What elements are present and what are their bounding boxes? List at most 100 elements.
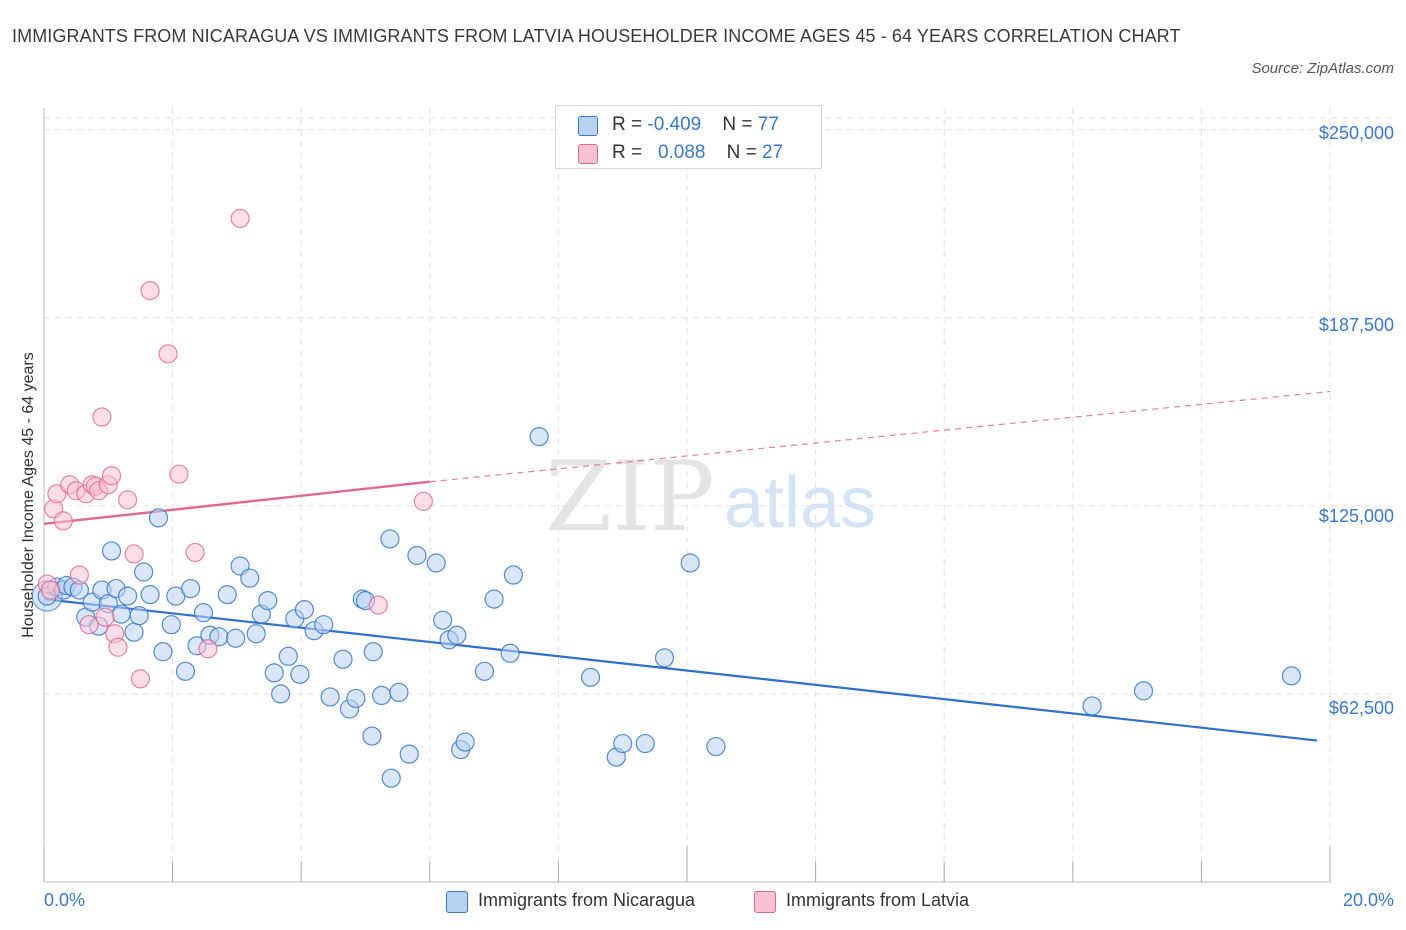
data-point-latvia <box>130 669 151 689</box>
data-point-nicaragua <box>1281 666 1302 686</box>
legend-series: Immigrants from Nicaragua Immigrants fro… <box>0 888 1406 918</box>
data-point-nicaragua <box>290 664 310 684</box>
x-tick-label-max: 20.0% <box>1342 890 1394 910</box>
data-point-latvia <box>53 511 73 531</box>
axes <box>43 108 1331 883</box>
data-point-nicaragua <box>371 685 392 706</box>
data-point-nicaragua <box>314 615 334 635</box>
data-point-nicaragua <box>134 562 154 582</box>
data-point-nicaragua <box>175 661 196 681</box>
data-point-nicaragua <box>380 529 400 549</box>
data-point-nicaragua <box>654 648 675 668</box>
data-point-nicaragua <box>580 667 601 687</box>
data-point-nicaragua <box>278 646 298 666</box>
legend-n-label: N = <box>722 114 758 135</box>
data-point-nicaragua <box>217 584 237 605</box>
data-point-nicaragua <box>101 541 122 561</box>
legend-r-label: R = <box>612 142 648 163</box>
data-point-latvia <box>69 565 89 585</box>
data-point-nicaragua <box>193 603 214 623</box>
data-point-nicaragua <box>264 663 284 683</box>
data-point-latvia <box>95 607 115 627</box>
watermark-atlas: atlas <box>724 463 876 543</box>
data-point-latvia <box>140 281 160 301</box>
data-point-latvia <box>413 491 433 511</box>
data-point-nicaragua <box>529 426 549 447</box>
data-point-nicaragua <box>129 606 149 626</box>
data-point-nicaragua <box>407 545 427 566</box>
data-point-nicaragua <box>346 688 366 709</box>
data-point-nicaragua <box>226 628 246 648</box>
data-point-latvia <box>92 407 112 427</box>
watermark-zip: ZIP <box>545 441 714 553</box>
trend-line-latvia-extension <box>429 390 1331 483</box>
data-point-nicaragua <box>153 642 173 662</box>
data-point-nicaragua <box>294 600 315 620</box>
data-point-latvia <box>101 466 122 486</box>
data-point-nicaragua <box>474 661 495 681</box>
data-point-nicaragua <box>613 733 633 754</box>
y-tick-label: $250,000 <box>1318 123 1394 143</box>
y-tick-label: $125,000 <box>1318 506 1394 526</box>
watermark: ZIP atlas <box>545 441 876 553</box>
y-tick-label: $62,500 <box>1328 698 1394 718</box>
data-point-nicaragua <box>258 591 278 611</box>
data-point-nicaragua <box>117 586 138 606</box>
data-point-nicaragua <box>426 553 446 573</box>
data-point-nicaragua <box>363 642 383 662</box>
trend-lines <box>43 390 1331 742</box>
data-point-nicaragua <box>111 604 131 624</box>
data-point-nicaragua <box>1133 681 1154 701</box>
legend-swatch-nicaragua <box>446 891 468 913</box>
legend-swatch-latvia <box>578 144 598 164</box>
data-point-nicaragua <box>362 726 382 746</box>
data-point-latvia <box>108 637 128 657</box>
chart-title: IMMIGRANTS FROM NICARAGUA VS IMMIGRANTS … <box>12 26 1181 46</box>
data-point-latvia <box>230 208 250 228</box>
data-point-nicaragua <box>124 622 144 642</box>
data-point-latvia <box>169 464 189 484</box>
data-point-nicaragua <box>140 584 160 605</box>
legend-swatch-nicaragua <box>578 116 598 136</box>
data-point-nicaragua <box>148 508 169 528</box>
legend-stats: R = -0.409 N = 77 R = 0.088 N = 27 <box>555 105 822 169</box>
x-tick-label-min: 0.0% <box>44 890 86 910</box>
legend-r-value-latvia: 0.088 <box>657 142 706 163</box>
data-point-nicaragua <box>503 565 523 585</box>
legend-swatch-latvia <box>754 891 776 913</box>
data-point-latvia <box>368 595 388 615</box>
legend-n-value-nicaragua: 77 <box>757 114 779 135</box>
data-point-nicaragua <box>240 568 260 588</box>
legend-r-value-nicaragua: -0.409 <box>647 114 702 135</box>
legend-label-latvia: Immigrants from Latvia <box>786 890 970 910</box>
data-point-latvia <box>124 544 144 564</box>
data-point-latvia <box>158 344 178 364</box>
data-point-nicaragua <box>500 643 520 663</box>
data-point-nicaragua <box>706 736 726 757</box>
data-point-nicaragua <box>433 610 453 630</box>
data-point-latvia <box>198 639 218 659</box>
data-point-nicaragua <box>389 682 409 703</box>
data-point-nicaragua <box>161 615 181 635</box>
data-point-nicaragua <box>246 624 266 644</box>
data-point-nicaragua <box>680 553 700 573</box>
trend-line-nicaragua <box>43 598 1318 742</box>
trend-line-latvia <box>43 480 430 526</box>
y-tick-label: $187,500 <box>1318 315 1394 335</box>
data-point-nicaragua <box>455 732 475 752</box>
data-point-latvia <box>79 615 99 635</box>
data-point-nicaragua <box>399 744 419 764</box>
data-point-latvia <box>117 490 138 510</box>
data-point-nicaragua <box>447 625 467 645</box>
data-point-nicaragua <box>333 649 353 669</box>
data-point-nicaragua <box>635 733 655 754</box>
data-point-nicaragua <box>484 589 504 609</box>
chart-source: Source: ZipAtlas.com <box>1251 60 1394 77</box>
legend-n-label: N = <box>726 142 762 163</box>
data-points <box>31 208 1302 788</box>
data-point-nicaragua <box>181 578 201 599</box>
legend-r-label: R = <box>612 114 648 135</box>
data-point-latvia <box>40 580 61 600</box>
data-point-nicaragua <box>271 684 291 704</box>
